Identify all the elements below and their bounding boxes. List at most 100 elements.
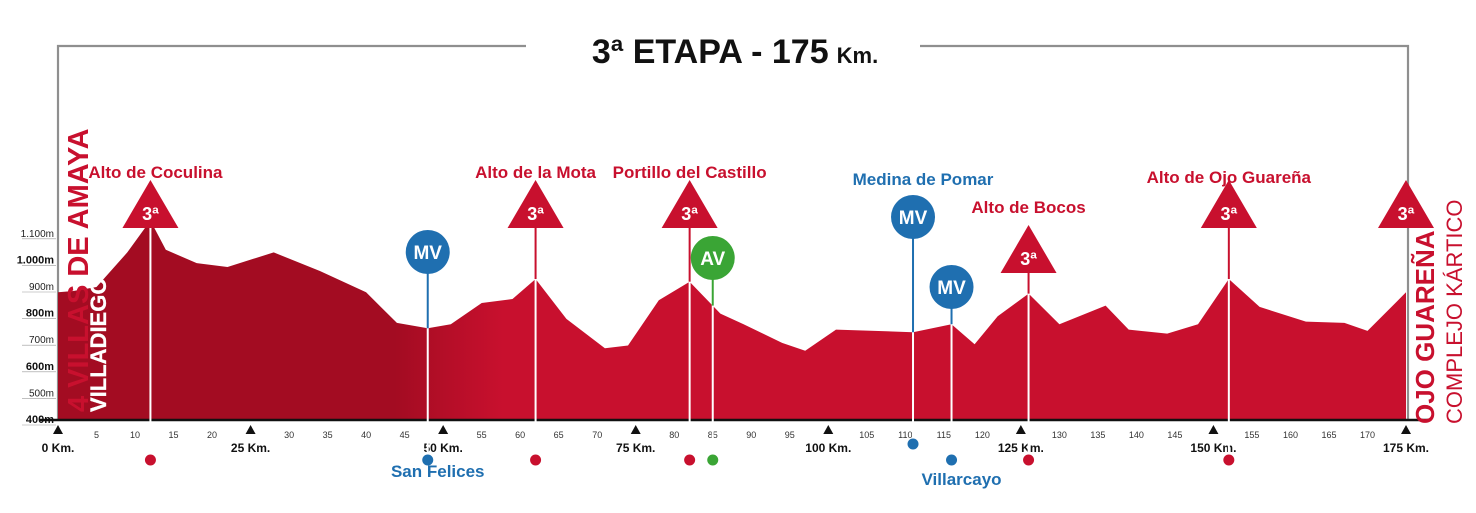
x-minor-tick-label: 70 <box>592 430 602 440</box>
sprint-town-label: San Felices <box>391 462 485 481</box>
y-tick-label: 800m <box>26 308 54 320</box>
climb-category-label: 3ª <box>1020 249 1037 269</box>
sprint-badge-label: MV <box>899 208 928 229</box>
sprint-town-label: Villarcayo <box>922 470 1002 489</box>
x-minor-tick-label: 140 <box>1129 430 1144 440</box>
x-major-tick-label: 175 Km. <box>1383 441 1429 455</box>
climb-name-label: Alto de Bocos <box>971 198 1085 217</box>
x-major-tick-mark <box>438 425 449 434</box>
chart-frame-right <box>920 44 1410 420</box>
x-minor-tick-label: 120 <box>975 430 990 440</box>
x-minor-tick-label: 145 <box>1167 430 1182 440</box>
x-minor-tick-label: 5 <box>94 430 99 440</box>
markers-group: 3ª Alto de Coculina 3ª Alto de la Mota 3ª Por… <box>88 163 1434 489</box>
x-minor-tick-label: 165 <box>1321 430 1336 440</box>
x-minor-tick-label: 35 <box>323 430 333 440</box>
climb-category-triangle <box>1000 225 1057 273</box>
chart-title-main: 3ª ETAPA - 175 <box>592 33 829 71</box>
climb-pole-dot <box>1023 454 1035 466</box>
x-minor-tick-label: 55 <box>477 430 487 440</box>
x-major-tick-mark <box>53 425 63 434</box>
start-town-sub: VILLADIEGO <box>86 277 111 412</box>
x-major-tick-mark <box>1401 425 1411 434</box>
finish-town: OJO GUAREÑA <box>1410 230 1440 424</box>
x-axis-group: 0 Km. 25 Km. 50 Km. 75 Km. 100 Km. 125 Km. 150… <box>42 425 1429 455</box>
x-minor-tick-label: 20 <box>207 430 217 440</box>
finish-town-subname: COMPLEJO KÁRTICO <box>1442 199 1467 424</box>
finish-town-sub: COMPLEJO KÁRTICO <box>1442 199 1467 424</box>
chart-title-unit: Km. <box>837 43 879 68</box>
climb-name-label: Alto de Coculina <box>88 163 223 182</box>
finish-town-name: OJO GUAREÑA <box>1410 230 1440 424</box>
climb-category-triangle <box>1200 180 1257 228</box>
y-tick-label: 900m <box>29 282 54 293</box>
sprint-badge <box>891 195 936 239</box>
y-tick-label: 700m <box>29 335 54 346</box>
x-minor-tick-label: 60 <box>515 430 525 440</box>
climb-name-label: Alto de Ojo Guareña <box>1147 168 1312 187</box>
sprint-badge <box>690 236 735 280</box>
x-major-tick-label: 100 Km. <box>805 441 851 455</box>
sprint-badge <box>405 230 450 274</box>
x-minor-tick-label: 95 <box>785 430 795 440</box>
x-major-tick-mark <box>823 425 834 434</box>
climb-category-triangle <box>661 180 718 228</box>
sprint-badge <box>929 265 974 309</box>
sprint-badge-label: AV <box>700 249 725 270</box>
climb-category-label: 3ª <box>142 204 159 224</box>
y-tick-label: 1.100m <box>21 229 54 240</box>
y-tick-label: 600m <box>26 361 54 373</box>
x-major-tick-label: 50 Km. <box>423 441 462 455</box>
x-minor-tick-label: 65 <box>554 430 564 440</box>
x-major-tick-mark <box>1208 425 1219 434</box>
y-tick-label: 400m <box>26 414 54 426</box>
start-town: 4 VILLAS DE AMAYA <box>63 128 95 412</box>
climb-category-triangle <box>1378 180 1434 228</box>
x-major-tick-mark <box>630 425 641 434</box>
climb-category-label: 3ª <box>681 204 698 224</box>
x-minor-tick-label: 80 <box>669 430 679 440</box>
sprint-town-label: Medina de Pomar <box>853 170 994 189</box>
x-minor-tick-label: 15 <box>169 430 179 440</box>
x-major-tick-label: 25 Km. <box>231 441 270 455</box>
x-major-tick-label: 125 Km. <box>998 441 1044 455</box>
x-minor-tick-label: 160 <box>1283 430 1298 440</box>
profile-area-group <box>40 220 1430 422</box>
start-town-subname: VILLADIEGO <box>86 278 111 412</box>
x-minor-tick-label: 105 <box>859 430 874 440</box>
x-major-tick-label: 75 Km. <box>616 441 655 455</box>
x-major-tick-label: 0 Km. <box>42 441 75 455</box>
x-minor-tick-label: 170 <box>1360 430 1375 440</box>
elevation-profile-area <box>58 220 1406 420</box>
sprint-pole-dot <box>946 454 958 466</box>
y-tick-label: 500m <box>29 388 54 399</box>
climb-pole-dot <box>1223 454 1235 466</box>
x-minor-tick-label: 45 <box>400 430 410 440</box>
start-town-name: 4 VILLAS DE AMAYA <box>63 128 95 412</box>
x-major-tick-label: 150 Km. <box>1190 441 1236 455</box>
climb-category-label: 3ª <box>527 204 544 224</box>
x-major-tick-mark <box>245 425 256 434</box>
climb-name-label: Portillo del Castillo <box>613 163 767 182</box>
climb-name-label: Alto de la Mota <box>475 163 596 182</box>
climb-category-label: 3ª <box>1220 204 1237 224</box>
x-minor-tick-label: 130 <box>1052 430 1067 440</box>
x-minor-tick-label: 115 <box>937 430 951 440</box>
climb-pole-dot <box>530 454 542 466</box>
x-minor-tick-label: 40 <box>361 430 371 440</box>
climb-category-triangle <box>507 180 564 228</box>
x-minor-tick-label: 10 <box>130 430 140 440</box>
climb-category-label: 3ª <box>1398 204 1415 224</box>
x-minor-tick-label: 110 <box>898 430 912 440</box>
sprint-pole-dot <box>907 438 919 450</box>
sprint-pole-dot <box>422 454 434 466</box>
y-axis-group: 400m 500m 600m 700m 800m 900m 1.000m 1.100m <box>17 229 56 426</box>
climb-category-triangle <box>122 180 179 228</box>
x-minor-tick-label: 155 <box>1244 430 1259 440</box>
sprint-pole-dot <box>707 454 719 466</box>
chart-title: 3ª ETAPA - 175 Km. <box>592 33 878 71</box>
climb-pole-dot <box>684 454 696 466</box>
x-major-tick-mark <box>1015 425 1026 434</box>
